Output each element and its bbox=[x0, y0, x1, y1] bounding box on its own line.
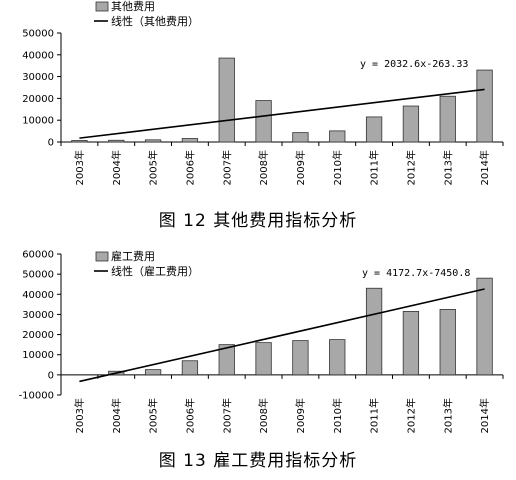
x-tick-label: 2004年 bbox=[110, 150, 123, 185]
legend-bar-swatch bbox=[95, 251, 109, 262]
y-tick-label: 10000 bbox=[22, 116, 54, 127]
y-tick-label: 0 bbox=[48, 370, 54, 381]
x-tick-label: 2010年 bbox=[331, 398, 344, 433]
chart-1-svg: 0 10000 20000 30000 40000 50000 2003年 2004年 2005… bbox=[22, 0, 504, 185]
y-tick-label: 40000 bbox=[22, 290, 54, 301]
y-tick-label: 20000 bbox=[22, 330, 54, 341]
bar bbox=[476, 277, 493, 376]
y-tick-label: 50000 bbox=[22, 29, 54, 40]
x-tick-label: 2009年 bbox=[294, 398, 307, 433]
y-tick-label: 10000 bbox=[22, 350, 54, 361]
bar bbox=[71, 140, 88, 143]
bar bbox=[402, 105, 420, 143]
bar bbox=[108, 139, 125, 143]
bar bbox=[365, 287, 383, 376]
x-tick-label: 2006年 bbox=[183, 398, 196, 433]
y-tick-label: -10000 bbox=[19, 391, 54, 402]
bar bbox=[181, 360, 199, 376]
y-tick-label: 60000 bbox=[22, 250, 54, 261]
x-tick-label: 2011年 bbox=[368, 150, 381, 185]
x-tick-label: 2007年 bbox=[220, 150, 233, 185]
bar bbox=[402, 311, 420, 376]
x-tick-label: 2014年 bbox=[478, 398, 491, 433]
x-tick-label: 2011年 bbox=[368, 398, 381, 433]
trend-equation: y = 4172.7x-7450.8 bbox=[362, 268, 470, 279]
legend-line-label: 线性（其他费用） bbox=[111, 14, 199, 28]
bar bbox=[439, 95, 456, 143]
y-tick-label: 40000 bbox=[22, 50, 54, 61]
bar bbox=[255, 100, 272, 143]
x-tick-label: 2013年 bbox=[441, 398, 454, 433]
x-tick-label: 2004年 bbox=[110, 398, 123, 433]
x-tick-label: 2013年 bbox=[441, 150, 454, 185]
bar bbox=[439, 308, 456, 376]
bar bbox=[144, 369, 162, 376]
x-tick-label: 2007年 bbox=[220, 398, 233, 433]
y-tick-label: 20000 bbox=[22, 94, 54, 105]
legend-bar-swatch bbox=[95, 1, 109, 12]
legend-bar-label: 其他费用 bbox=[111, 0, 155, 13]
trend-line bbox=[79, 288, 485, 383]
x-tick-label: 2012年 bbox=[404, 398, 417, 433]
x-tick-label: 2003年 bbox=[73, 150, 86, 185]
bar bbox=[365, 116, 383, 143]
bar bbox=[218, 57, 235, 143]
y-tick-label: 50000 bbox=[22, 270, 54, 281]
bar bbox=[329, 130, 346, 143]
x-tick-label: 2003年 bbox=[73, 398, 86, 433]
trend-equation: y = 2032.6x-263.33 bbox=[360, 59, 468, 70]
bar bbox=[476, 69, 493, 143]
y-tick-label: 30000 bbox=[22, 72, 54, 83]
x-tick-label: 2012年 bbox=[404, 150, 417, 185]
bar bbox=[255, 342, 272, 376]
bar bbox=[181, 138, 199, 143]
x-tick-label: 2005年 bbox=[147, 150, 160, 185]
bar bbox=[292, 340, 309, 376]
bar bbox=[292, 132, 309, 143]
legend-bar-label: 雇工费用 bbox=[111, 249, 155, 263]
x-tick-label: 2009年 bbox=[294, 150, 307, 185]
x-tick-label: 2008年 bbox=[257, 150, 270, 185]
bar bbox=[144, 139, 162, 143]
x-tick-label: 2010年 bbox=[331, 150, 344, 185]
legend-line-label: 线性（雇工费用） bbox=[111, 264, 199, 278]
x-tick-label: 2006年 bbox=[183, 150, 196, 185]
trend-line bbox=[79, 88, 485, 139]
x-tick-label: 2008年 bbox=[257, 398, 270, 433]
bar bbox=[218, 344, 235, 376]
bar bbox=[329, 339, 346, 376]
chart-2-svg: -10000 0 10000 20000 30000 40000 50000 60000 200… bbox=[19, 249, 504, 433]
x-tick-label: 2014年 bbox=[478, 150, 491, 185]
x-tick-label: 2005年 bbox=[147, 398, 160, 433]
y-tick-label: 0 bbox=[48, 138, 54, 149]
y-tick-label: 30000 bbox=[22, 310, 54, 321]
figure-12-caption: 图 12 其他费用指标分析 bbox=[158, 211, 358, 231]
figure-13-caption: 图 13 雇工费用指标分析 bbox=[158, 451, 358, 471]
